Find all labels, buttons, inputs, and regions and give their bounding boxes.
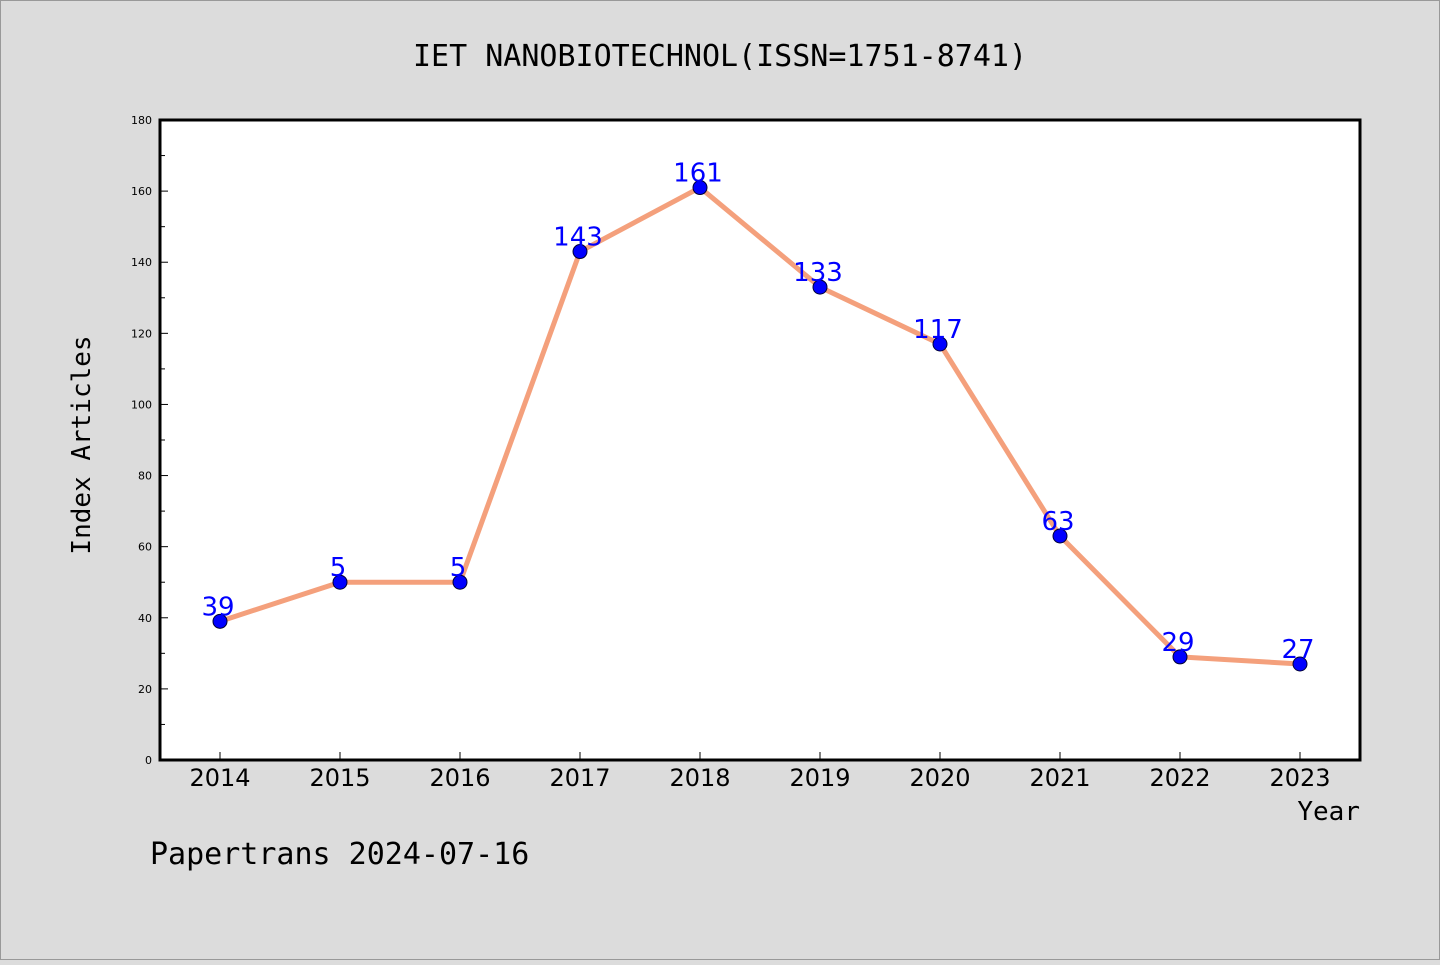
y-tick-label: 20: [138, 683, 152, 696]
data-point: [332, 574, 348, 590]
data-label: 143: [553, 223, 603, 253]
x-tick-label: 2021: [1029, 764, 1090, 792]
x-tick-label: 2014: [189, 764, 250, 792]
y-tick-label: 160: [131, 185, 152, 198]
x-axis-ticks: 2014 2015 2016 2017 2018 2019 2020 2021 2022 2023: [189, 752, 1331, 792]
x-tick-label: 2018: [669, 764, 730, 792]
data-label: 117: [913, 315, 963, 345]
y-tick-label: 60: [138, 541, 152, 554]
y-tick-label: 100: [131, 398, 152, 411]
data-point: [1052, 528, 1068, 544]
y-tick-label: 140: [131, 256, 152, 269]
x-tick-label: 2020: [909, 764, 970, 792]
y-tick-label: 180: [131, 114, 152, 127]
data-label: 29: [1161, 628, 1194, 658]
y-tick-label: 40: [138, 612, 152, 625]
data-point: [1292, 656, 1308, 672]
data-point: [212, 613, 228, 629]
x-tick-label: 2022: [1149, 764, 1210, 792]
data-label: 39: [201, 592, 234, 622]
series-index-articles: 39 5 5 143 161 133 117 63 29 27: [201, 159, 1315, 672]
data-label: 5: [330, 553, 347, 583]
x-axis-label: Year: [1297, 797, 1360, 827]
data-point: [812, 279, 828, 295]
data-label: 161: [673, 159, 723, 189]
x-tick-label: 2019: [789, 764, 850, 792]
x-tick-label: 2015: [309, 764, 370, 792]
x-tick-label: 2017: [549, 764, 610, 792]
data-point: [692, 180, 708, 196]
plot-area: [160, 120, 1360, 760]
y-tick-label: 0: [145, 754, 152, 767]
y-tick-label: 120: [131, 327, 152, 340]
data-point: [1172, 649, 1188, 665]
data-point: [572, 244, 588, 260]
data-label: 27: [1281, 635, 1314, 665]
data-point: [932, 336, 948, 352]
y-tick-label: 80: [138, 470, 152, 483]
footer-watermark: Papertrans 2024-07-16: [150, 837, 529, 872]
data-label: 5: [450, 553, 467, 583]
data-label: 133: [793, 258, 843, 288]
chart-title: IET NANOBIOTECHNOL(ISSN=1751-8741): [413, 39, 1027, 74]
data-point: [452, 574, 468, 590]
series-line: [217, 185, 1303, 667]
data-label: 63: [1041, 507, 1074, 537]
y-axis-label: Index Articles: [67, 335, 97, 554]
x-tick-label: 2023: [1269, 764, 1330, 792]
x-tick-label: 2016: [429, 764, 490, 792]
plot-frame: [158, 118, 1362, 762]
